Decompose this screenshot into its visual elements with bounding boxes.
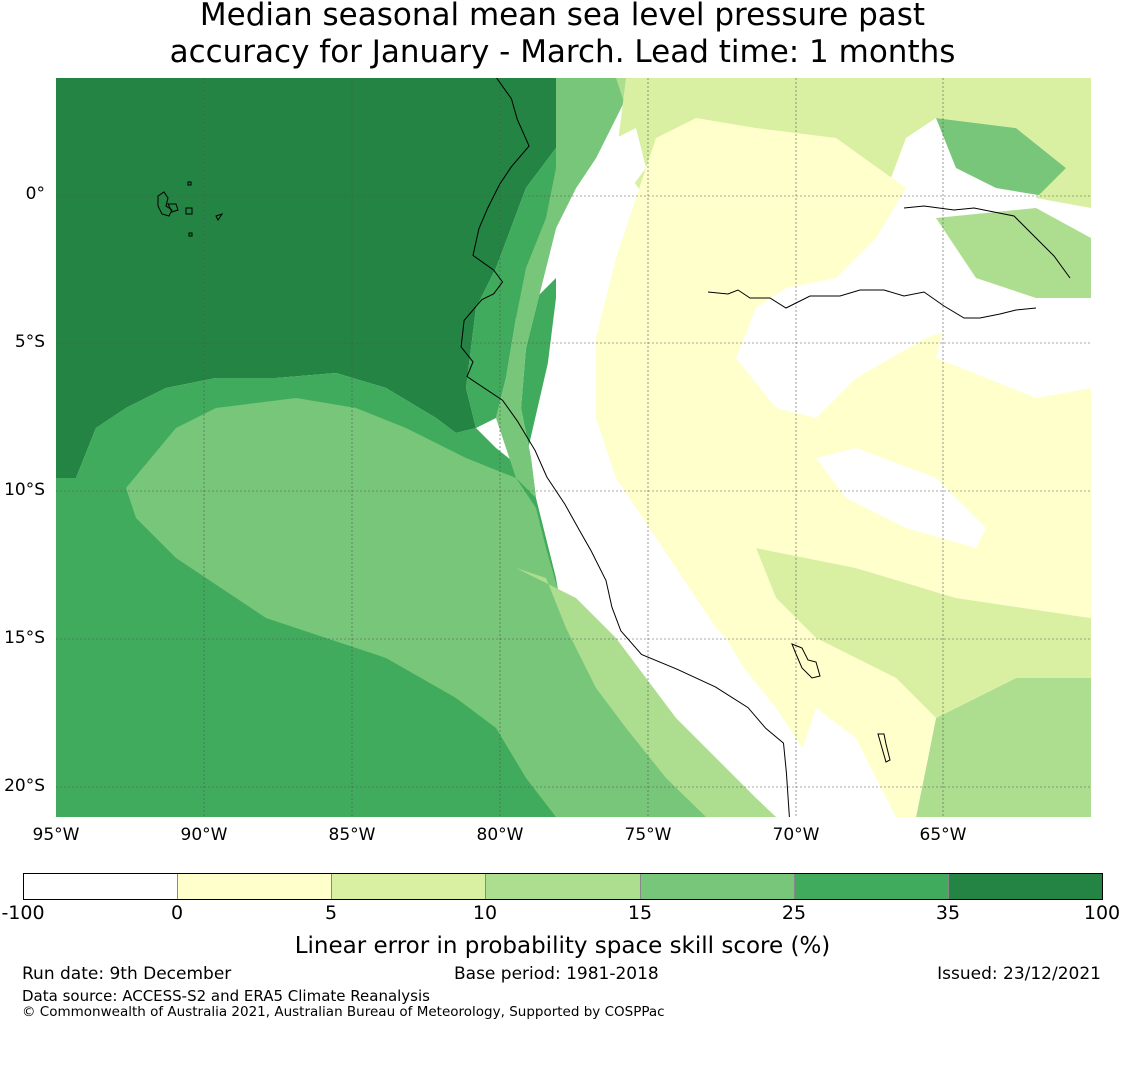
colorbar-seg-neg [24, 874, 179, 899]
colorbar-tick: 5 [324, 902, 338, 924]
lon-label-95w: 95°W [32, 825, 80, 845]
map-canvas [56, 78, 1091, 817]
field-15-25-coastal [496, 78, 636, 498]
lake-titicaca [791, 643, 821, 679]
lon-label-65w: 65°W [919, 825, 967, 845]
colorbar-seg-35-100 [948, 874, 1102, 899]
river-amazon [707, 289, 1037, 319]
title-line-1: Median seasonal mean sea level pressure … [199, 0, 926, 33]
skill-score-map[interactable] [56, 78, 1091, 817]
field-10-15-se [916, 668, 1091, 817]
issued-date: Issued: 23/12/2021 [937, 964, 1101, 984]
lat-label-20s: 20°S [4, 776, 45, 796]
lon-label-70w: 70°W [772, 825, 820, 845]
lon-label-75w: 75°W [624, 825, 672, 845]
colorbar-tick: -100 [1, 902, 45, 924]
colorbar-tick: 35 [935, 902, 961, 924]
colorbar [23, 873, 1103, 900]
galapagos-islands [157, 181, 224, 237]
skill-fields [56, 78, 1091, 817]
lon-label-90w: 90°W [180, 825, 228, 845]
field-neg [546, 128, 896, 817]
lat-label-15s: 15°S [4, 628, 45, 648]
run-date: Run date: 9th December [22, 964, 232, 984]
data-source: Data source: ACCESS-S2 and ERA5 Climate … [22, 987, 430, 1005]
field-15-25 [126, 398, 716, 817]
field-neg-east [936, 308, 1091, 398]
gridlines [56, 78, 1091, 817]
coastline [460, 78, 790, 817]
colorbar-seg-5-10 [332, 874, 487, 899]
base-period: Base period: 1981-2018 [454, 964, 659, 984]
lon-label-80w: 80°W [476, 825, 524, 845]
title-line-2: accuracy for January - March. Lead time:… [169, 34, 956, 70]
field-10-15-east [936, 208, 1091, 298]
colorbar-tick: 25 [781, 902, 807, 924]
chart-title: Median seasonal mean sea level pressure … [0, 0, 1125, 71]
colorbar-tick: 100 [1083, 902, 1121, 924]
colorbar-tick: 15 [627, 902, 653, 924]
lat-label-5s: 5°S [14, 332, 45, 352]
colorbar-tick: 0 [170, 902, 184, 924]
colorbar-seg-15-25 [640, 874, 795, 899]
field-10-15 [516, 568, 776, 817]
field-35-100-offshore [56, 78, 596, 478]
field-neg-blob [816, 448, 986, 548]
copyright: © Commonwealth of Australia 2021, Austra… [22, 1004, 665, 1020]
colorbar-tick: 10 [472, 902, 498, 924]
lon-label-85w: 85°W [328, 825, 376, 845]
lat-label-0: 0° [25, 184, 45, 204]
colorbar-seg-10-15 [486, 874, 641, 899]
colorbar-seg-0-5 [178, 874, 333, 899]
field-5-10-south [756, 548, 1091, 718]
lake-poopo [877, 733, 891, 763]
river-upper [903, 205, 1071, 279]
lat-label-10s: 10°S [4, 480, 45, 500]
field-15-25-east [936, 118, 1066, 198]
colorbar-seg-25-35 [794, 874, 949, 899]
colorbar-label: Linear error in probability space skill … [294, 933, 831, 959]
islands [157, 181, 1071, 763]
